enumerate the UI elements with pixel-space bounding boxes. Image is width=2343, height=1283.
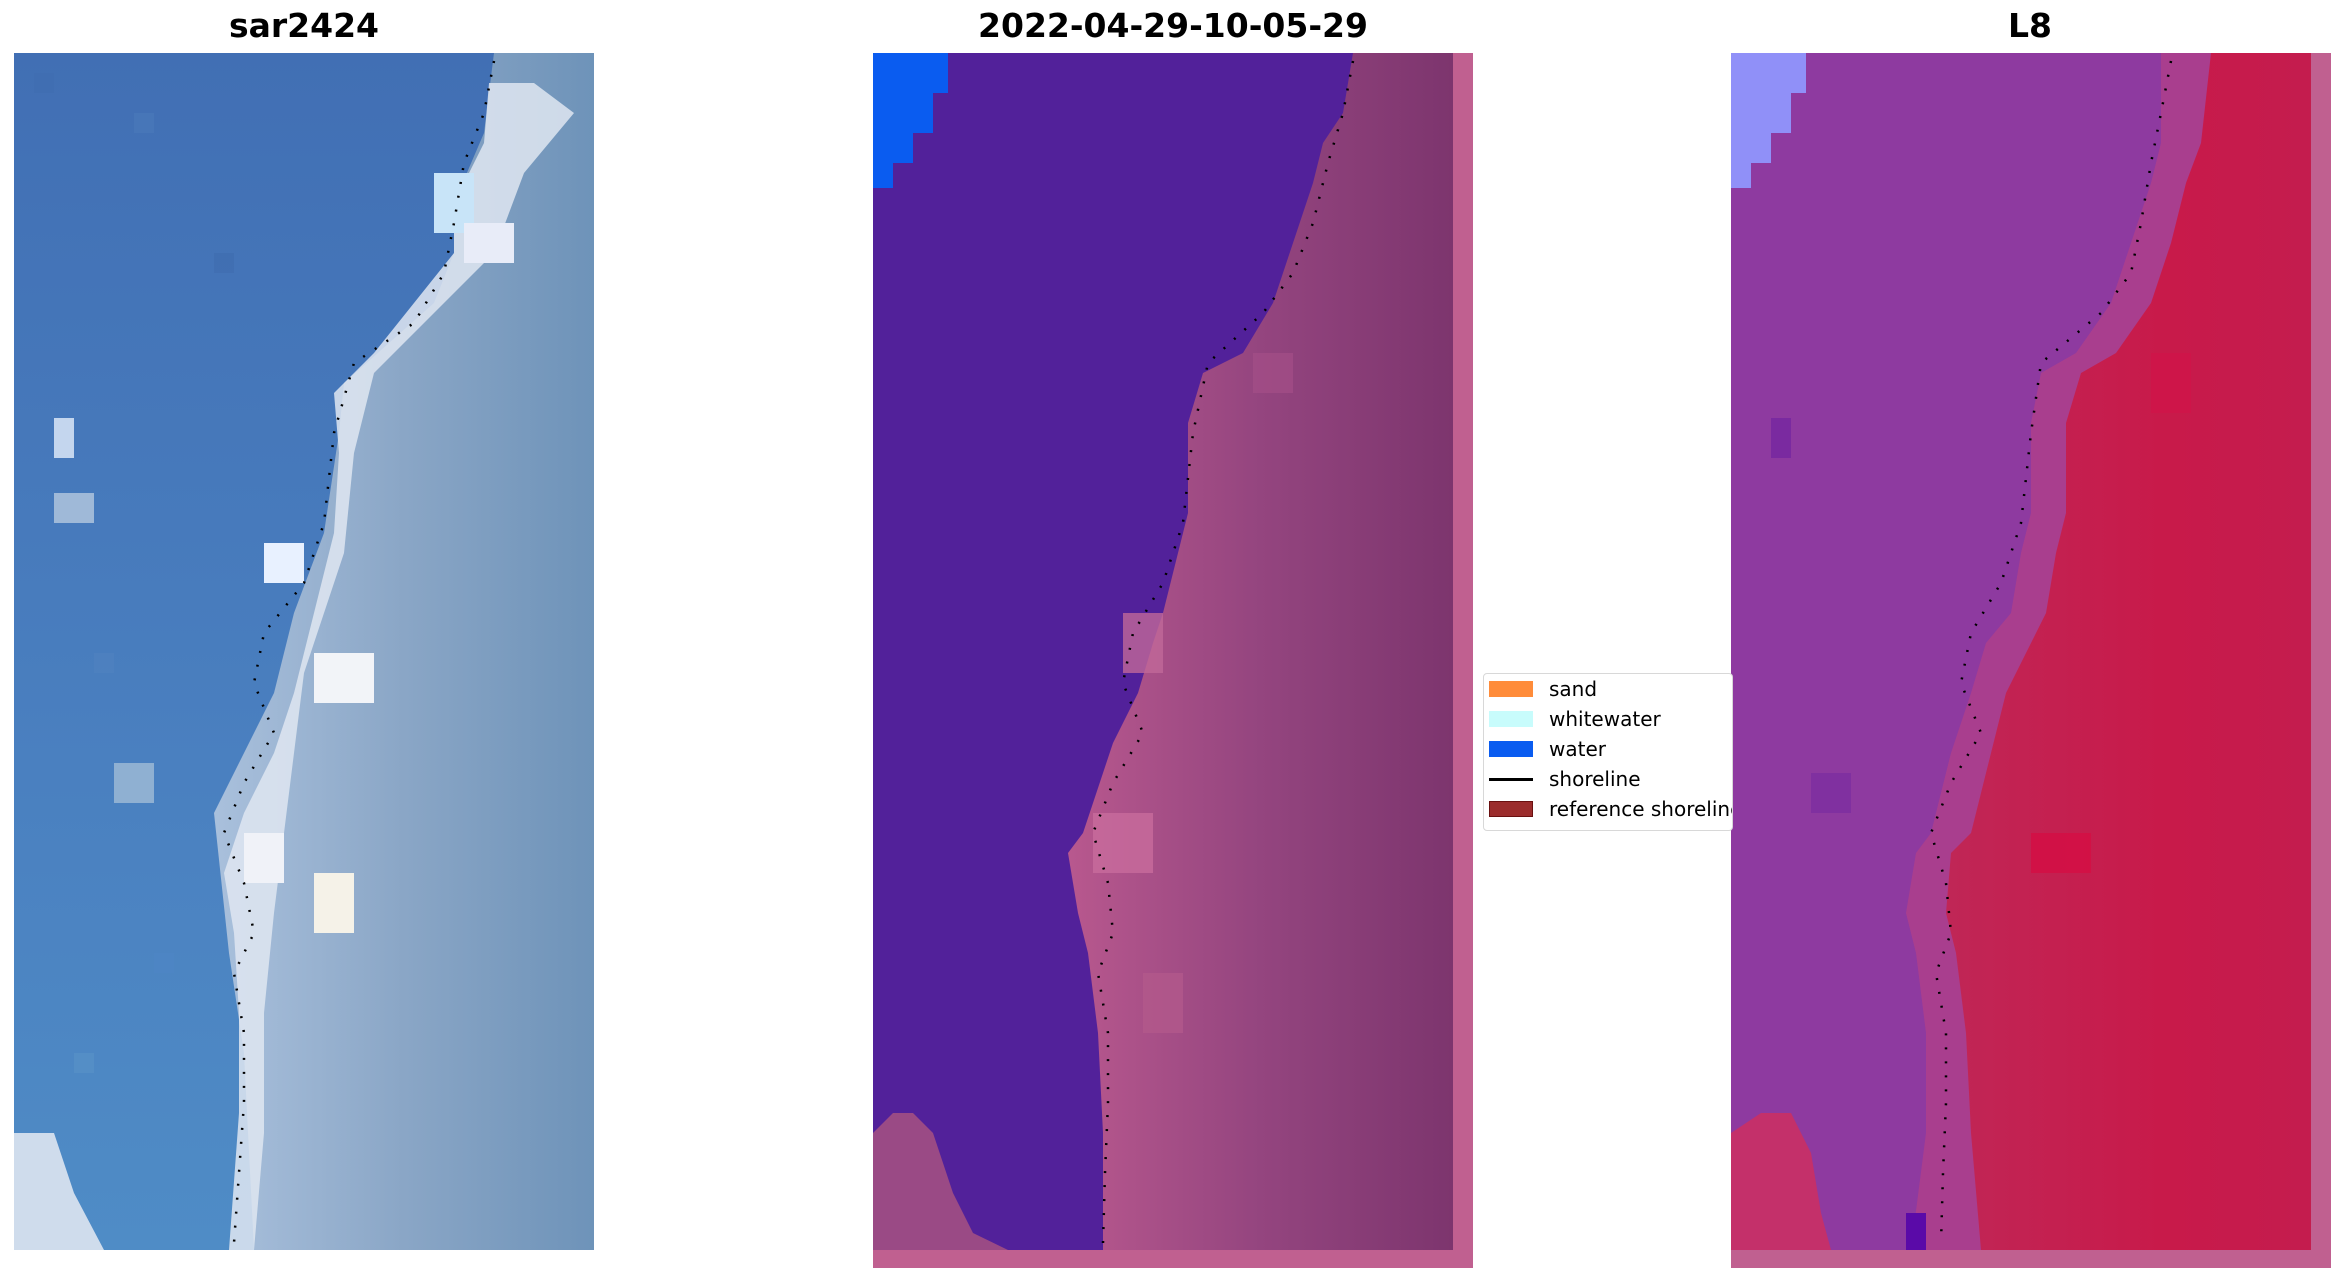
shoreline-swatch — [1489, 778, 1533, 781]
sand-swatch — [1489, 681, 1533, 697]
legend-label: shoreline — [1549, 767, 1641, 791]
legend-item-water: water — [1484, 734, 1732, 764]
legend-item-sand: sand — [1484, 674, 1732, 704]
whitewater-swatch — [1489, 711, 1533, 727]
right-panel-title: L8 — [2008, 6, 2052, 45]
legend-label: reference shoreline — [1549, 797, 1733, 821]
left-panel-title: sar2424 — [228, 6, 380, 45]
middle-panel-title: 2022-04-29-10-05-29 — [978, 6, 1368, 45]
reference-shoreline-swatch — [1489, 801, 1533, 817]
classified-image-panel — [873, 53, 1473, 1268]
shoreline-overlay — [222, 60, 496, 1244]
legend-label: water — [1549, 737, 1606, 761]
legend-item-whitewater: whitewater — [1484, 704, 1732, 734]
rgb-image — [14, 53, 594, 1250]
legend-label: sand — [1549, 677, 1598, 701]
legend-item-shoreline: shoreline — [1484, 764, 1732, 794]
l8-image-panel — [1731, 53, 2331, 1268]
legend-item-reference-shoreline: reference shoreline — [1484, 794, 1732, 824]
l8-image — [1731, 53, 2331, 1268]
legend-label: whitewater — [1549, 707, 1661, 731]
rgb-image-panel — [14, 53, 594, 1250]
legend: sand whitewater water shoreline referenc… — [1483, 673, 1733, 831]
classified-image — [873, 53, 1473, 1268]
water-swatch — [1489, 741, 1533, 757]
